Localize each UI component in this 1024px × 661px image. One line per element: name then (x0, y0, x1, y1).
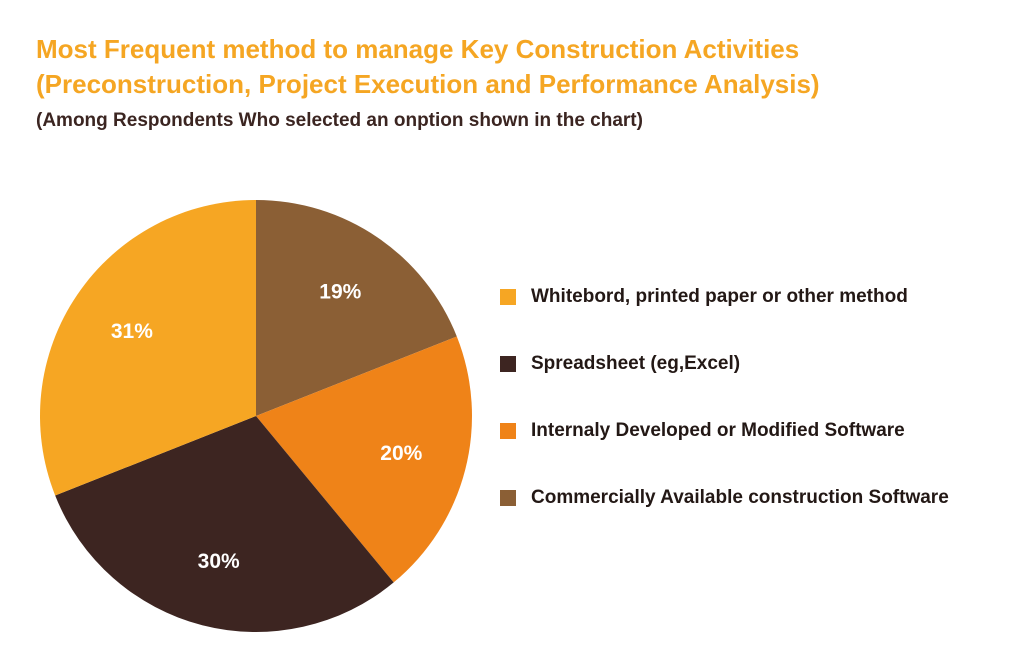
pie-label-whiteboard: 31% (111, 320, 153, 343)
pie-slice-labels: 19% 20% 30% 31% (111, 280, 423, 572)
legend-label-spreadsheet: Spreadsheet (eg,Excel) (531, 353, 741, 374)
legend-swatch-whiteboard (500, 289, 516, 305)
pie-slice-whiteboard (40, 200, 257, 496)
legend-label-whiteboard: Whitebord, printed paper or other method (531, 286, 908, 307)
legend-item-internal-software: Internaly Developed or Modified Software (500, 417, 949, 445)
chart-title-line-1: Most Frequent method to manage Key Const… (36, 34, 800, 64)
pie-label-commercial-software: 19% (319, 280, 361, 303)
pie-label-spreadsheet: 30% (198, 550, 240, 573)
legend-swatch-commercial-software (500, 490, 516, 506)
chart-legend: Whitebord, printed paper or other method… (500, 283, 949, 551)
pie-slice-spreadsheet (55, 416, 394, 632)
pie-label-internal-software: 20% (380, 442, 422, 465)
pie-slice-commercial-software (256, 200, 457, 416)
legend-item-whiteboard: Whitebord, printed paper or other method (500, 283, 949, 311)
legend-swatch-spreadsheet (500, 356, 516, 372)
legend-label-commercial-software: Commercially Available construction Soft… (531, 487, 949, 508)
chart-title: Most Frequent method to manage Key Const… (36, 32, 996, 102)
chart-title-line-2: (Preconstruction, Project Execution and … (36, 69, 820, 99)
legend-item-commercial-software: Commercially Available construction Soft… (500, 484, 949, 512)
legend-item-spreadsheet: Spreadsheet (eg,Excel) (500, 350, 949, 378)
legend-swatch-internal-software (500, 423, 516, 439)
pie-slices (40, 200, 472, 632)
legend-label-internal-software: Internaly Developed or Modified Software (531, 420, 905, 441)
pie-chart: 19% 20% 30% 31% (40, 200, 472, 632)
chart-subtitle: (Among Respondents Who selected an onpti… (36, 110, 643, 131)
pie-slice-internal-software (256, 336, 472, 583)
